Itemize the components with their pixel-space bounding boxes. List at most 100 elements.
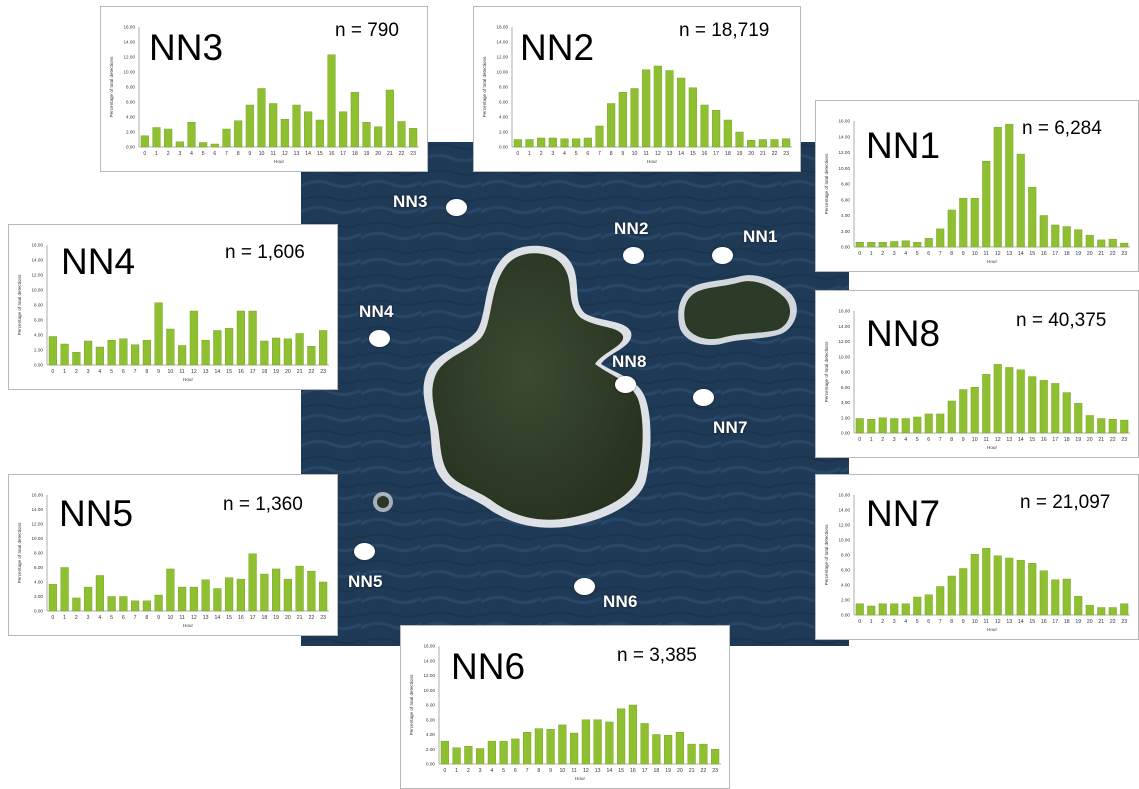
- x-tick-label: 0: [858, 251, 861, 257]
- x-tick-label: 13: [1006, 251, 1012, 257]
- y-tick-label: 2.00: [34, 348, 43, 353]
- bar: [855, 603, 864, 616]
- bar: [362, 122, 371, 148]
- bar: [225, 577, 234, 612]
- site-marker-nn8: [615, 376, 636, 393]
- y-tick-label: 6.00: [126, 100, 135, 105]
- bar: [1108, 419, 1117, 434]
- x-tick-label: 2: [540, 151, 543, 157]
- bar: [1074, 403, 1083, 434]
- x-tick-label: 10: [972, 619, 978, 625]
- bar: [234, 120, 243, 148]
- x-tick-label: 15: [1029, 619, 1035, 625]
- y-axis-title: Percentage of total detections: [824, 153, 829, 214]
- bar: [307, 570, 316, 612]
- bar: [770, 139, 779, 148]
- y-tick-label: 12.00: [124, 55, 136, 60]
- x-tick-label: 3: [893, 619, 896, 625]
- panel-title: NN7: [866, 493, 941, 534]
- x-tick-label: 22: [1110, 437, 1116, 443]
- bar: [131, 344, 140, 366]
- x-tick-label: 3: [178, 151, 181, 157]
- chart-nn7: Percentage of total detections 0.00 2.00 4.…: [824, 493, 1130, 632]
- y-tick-label: 6.00: [841, 568, 850, 573]
- y-axis-title: Percentage of total detections: [17, 522, 22, 583]
- x-tick-label: 5: [110, 615, 113, 621]
- x-tick-label: 23: [1121, 437, 1127, 443]
- x-tick-label: 9: [248, 151, 251, 157]
- x-tick-label: 15: [1029, 251, 1035, 257]
- x-axis-title: Hour: [575, 776, 585, 781]
- bar: [385, 89, 394, 148]
- y-tick-label: 14.00: [839, 134, 851, 139]
- bar: [280, 119, 289, 148]
- x-tick-label: 5: [916, 619, 919, 625]
- bar: [947, 209, 956, 248]
- x-tick-label: 5: [502, 768, 505, 774]
- bar: [48, 336, 57, 366]
- bar: [476, 748, 485, 765]
- bar: [747, 140, 756, 148]
- x-tick-label: 5: [575, 151, 578, 157]
- site-label-nn3: NN3: [393, 192, 428, 211]
- bar: [525, 139, 534, 148]
- x-tick-label: 17: [250, 615, 256, 621]
- x-tick-label: 14: [1018, 619, 1024, 625]
- y-tick-label: 10.00: [32, 536, 44, 541]
- bar: [189, 586, 198, 612]
- bar: [607, 103, 616, 148]
- x-tick-label: 16: [1041, 619, 1047, 625]
- x-tick-label: 1: [528, 151, 531, 157]
- x-tick-label: 14: [678, 151, 684, 157]
- bar: [936, 413, 945, 434]
- y-tick-label: 0.00: [841, 431, 850, 436]
- x-tick-label: 2: [167, 151, 170, 157]
- x-tick-label: 15: [618, 768, 624, 774]
- bar: [595, 125, 604, 148]
- x-tick-label: 4: [190, 151, 193, 157]
- bar: [913, 416, 922, 434]
- bar: [583, 137, 592, 148]
- x-tick-label: 4: [563, 151, 566, 157]
- y-tick-label: 8.00: [426, 703, 435, 708]
- panel-title: NN2: [520, 27, 595, 68]
- bar: [605, 721, 614, 765]
- site-marker-nn2: [623, 247, 644, 264]
- x-tick-label: 23: [320, 615, 326, 621]
- bar: [1028, 563, 1037, 616]
- bar: [236, 578, 245, 612]
- bar: [248, 310, 257, 366]
- x-tick-label: 7: [939, 619, 942, 625]
- x-tick-label: 4: [904, 437, 907, 443]
- x-tick-label: 6: [122, 615, 125, 621]
- bar: [107, 596, 116, 612]
- x-axis-title: Hour: [274, 159, 284, 164]
- x-tick-label: 20: [285, 615, 291, 621]
- x-tick-label: 18: [725, 151, 731, 157]
- x-tick-label: 4: [98, 369, 101, 375]
- x-tick-label: 4: [904, 251, 907, 257]
- y-tick-label: 4.00: [499, 115, 508, 120]
- x-tick-label: 3: [551, 151, 554, 157]
- x-tick-label: 9: [549, 768, 552, 774]
- bar: [319, 330, 328, 366]
- x-axis-title: Hour: [647, 159, 657, 164]
- bar: [72, 597, 81, 612]
- bar: [154, 594, 163, 612]
- bar: [901, 418, 910, 434]
- bar: [464, 746, 473, 765]
- bar: [699, 743, 708, 765]
- x-tick-label: 6: [927, 437, 930, 443]
- y-tick-label: 4.00: [426, 732, 435, 737]
- x-tick-label: 12: [191, 369, 197, 375]
- bar: [534, 728, 543, 765]
- bar: [319, 581, 328, 612]
- bar: [878, 417, 887, 434]
- y-tick-label: 14.00: [124, 40, 136, 45]
- bar: [1039, 380, 1048, 434]
- bar: [993, 555, 1002, 616]
- bar: [225, 328, 234, 366]
- x-tick-label: 17: [1052, 619, 1058, 625]
- y-tick-label: 10.00: [124, 70, 136, 75]
- x-tick-label: 1: [455, 768, 458, 774]
